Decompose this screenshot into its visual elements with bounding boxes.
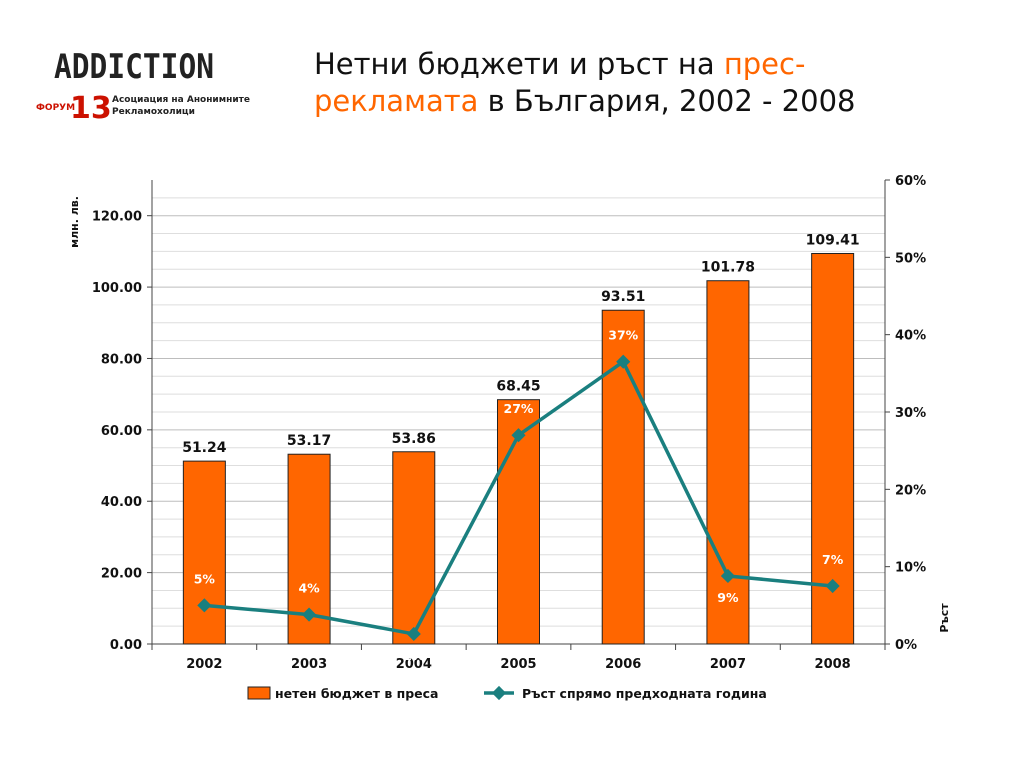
logo-tagline-2: Рекламохолици [112, 107, 195, 117]
growth-value-label: 5% [194, 571, 216, 586]
y2-tick-label: 10% [895, 561, 926, 576]
legend-bar-label: нетен бюджет в преса [275, 686, 438, 701]
slide-title: Нетни бюджети и ръст на прес-рекламата в… [314, 46, 856, 120]
bar-value-label: 68.45 [496, 379, 540, 395]
growth-point [825, 578, 840, 594]
y-axis-title: млн. лв. [68, 196, 81, 248]
logo-forum: ФОРУМ [36, 103, 75, 113]
growth-point [511, 428, 526, 443]
x-tick-label: 2002 [186, 657, 222, 672]
y-tick-label: 100.00 [92, 281, 142, 296]
x-tick-label: 2004 [396, 657, 432, 672]
y-tick-label: 120.00 [92, 210, 142, 225]
y2-tick-label: 0% [895, 638, 917, 653]
y-tick-label: 80.00 [101, 352, 142, 367]
y-tick-label: 0.00 [110, 638, 142, 653]
logo-tagline-1: Асоциация на Анонимните [112, 95, 250, 105]
bar-value-label: 53.17 [287, 433, 331, 449]
growth-point [616, 354, 631, 369]
growth-point [197, 598, 212, 613]
addiction-logo: ADDICTION ФОРУМ 13 Асоциация на Анонимни… [36, 47, 250, 122]
bar [392, 451, 436, 645]
growth-point [720, 568, 735, 584]
y2-tick-label: 20% [895, 483, 926, 498]
x-tick-label: 2008 [815, 657, 851, 672]
x-tick-label: 2007 [710, 657, 746, 672]
y-tick-label: 60.00 [101, 424, 142, 439]
bar-value-label: 51.24 [182, 440, 227, 456]
bar-value-label: 93.51 [601, 289, 645, 305]
title-part1: Нетни бюджети и ръст на [314, 47, 724, 81]
x-tick-label: 2005 [500, 657, 536, 672]
y2-axis-title: Ръст [938, 603, 951, 633]
legend-line-marker [491, 685, 507, 701]
y2-tick-label: 50% [895, 251, 926, 266]
legend-line-label: Ръст спрямо предходната година [522, 686, 767, 701]
legend-bar-swatch [247, 686, 271, 700]
growth-point [406, 626, 421, 642]
title-highlight-2: рекламата [314, 84, 479, 118]
logo-word: ADDICTION [54, 47, 214, 87]
growth-value-label: 27% [504, 401, 534, 416]
bar-value-label: 109.41 [806, 232, 860, 248]
y-tick-label: 40.00 [101, 495, 142, 510]
growth-value-label: 37% [608, 328, 638, 343]
logo-number: 13 [70, 91, 112, 122]
bar [706, 280, 750, 645]
x-tick-label: 2003 [291, 657, 327, 672]
title-highlight-1: прес- [723, 47, 806, 81]
growth-value-label: 4% [298, 581, 320, 596]
y2-tick-label: 40% [895, 329, 926, 344]
y2-tick-label: 30% [895, 406, 926, 421]
bar [811, 252, 855, 645]
x-tick-label: 2006 [605, 657, 641, 672]
y2-tick-label: 60% [895, 174, 926, 189]
bar-value-label: 53.86 [392, 431, 436, 447]
title-part2: в България, 2002 - 2008 [478, 84, 856, 118]
bar-value-label: 101.78 [701, 260, 755, 276]
y-tick-label: 20.00 [101, 567, 142, 582]
bar [182, 460, 226, 645]
growth-value-label: 7% [822, 552, 844, 567]
growth-point [302, 607, 317, 622]
growth-value-label: 1% [403, 648, 425, 663]
growth-value-label: 9% [717, 590, 739, 605]
